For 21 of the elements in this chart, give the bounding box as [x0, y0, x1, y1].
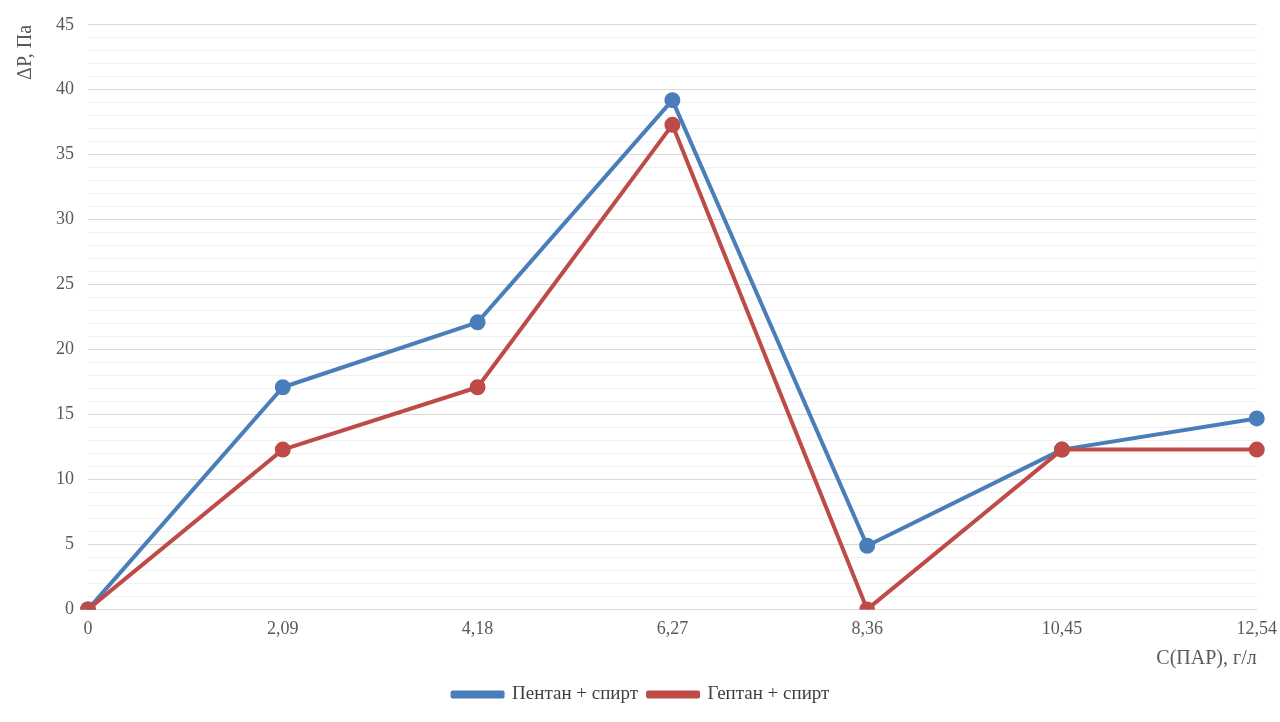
legend-label: Пентан + спирт: [512, 682, 639, 704]
x-tick-label: 4,18: [461, 617, 494, 638]
x-tick-label: 8,36: [851, 617, 883, 638]
x-tick-label: 2,09: [267, 617, 299, 638]
y-tick-label: 35: [56, 143, 74, 164]
legend-label: Гептан + спирт: [707, 682, 831, 704]
x-tick-label: 6,27: [656, 617, 689, 638]
x-axis-title: C(ПАР), г/л: [1156, 646, 1257, 670]
y-tick-label: 10: [56, 468, 74, 489]
y-tick-label: 30: [56, 208, 74, 229]
x-tick-label: 10,45: [1041, 617, 1083, 638]
y-tick-label: 5: [65, 533, 74, 554]
y-tick-label: 15: [56, 403, 74, 424]
y-tick-label: 20: [56, 338, 74, 359]
y-tick-label: 40: [56, 78, 74, 99]
y-tick-label: 45: [56, 13, 74, 34]
x-tick-label: 0: [83, 617, 93, 638]
y-tick-label: 25: [56, 273, 74, 294]
x-tick-label: 12,54: [1236, 617, 1277, 638]
y-axis-title: ΔP, Па: [13, 24, 36, 80]
y-tick-label: 0: [65, 598, 74, 619]
